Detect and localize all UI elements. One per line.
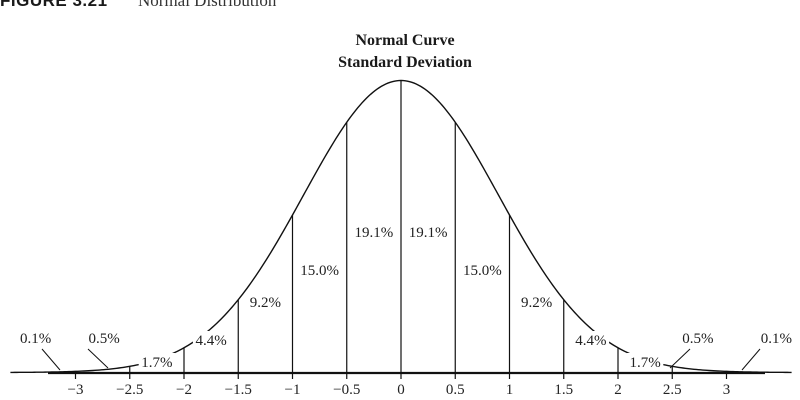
x-tick-label: 2	[614, 382, 622, 398]
x-tick-label: 2.5	[663, 382, 682, 398]
segment-label: 1.7%	[141, 355, 172, 371]
segment-label: 4.4%	[575, 333, 606, 349]
x-tick-label: −1	[285, 382, 301, 398]
segment-label: 15.0%	[463, 263, 502, 279]
segment-label: 19.1%	[355, 225, 394, 241]
x-tick-label: −3	[68, 382, 84, 398]
segment-label-bg	[460, 261, 505, 279]
segment-label-bg	[572, 331, 610, 349]
segment-label-bg	[406, 223, 451, 241]
segment-label-bg	[626, 353, 664, 371]
x-tick-label: −0.5	[333, 382, 360, 398]
segment-label: 15.0%	[300, 263, 339, 279]
tail-label-right: 0.1%	[761, 331, 792, 347]
leader-line-right-half	[669, 348, 691, 369]
segment-label-bg	[247, 293, 284, 311]
segment-label: 0.5%	[89, 331, 120, 347]
x-tick-label: 0.5	[446, 382, 465, 398]
x-tick-label: −1.5	[225, 382, 252, 398]
segment-label: 9.2%	[250, 295, 281, 311]
x-tick-label: 3	[723, 382, 731, 398]
segment-label-bg	[192, 331, 230, 349]
segment-label: 1.7%	[630, 355, 661, 371]
x-tick-label: 1	[506, 382, 514, 398]
x-tick-label: 0	[397, 382, 405, 398]
chart-subtitle: Standard Deviation	[338, 54, 472, 71]
figure-caption-text: Normal Distribution	[138, 0, 277, 10]
leader-line-right-tail	[741, 348, 761, 371]
tail-label-left: 0.1%	[20, 331, 51, 347]
figure-caption-label: FIGURE 3.21	[0, 0, 108, 10]
segment-label-bg	[138, 353, 176, 371]
x-tick-label: −2	[176, 382, 192, 398]
segment-label: 19.1%	[409, 225, 448, 241]
chart-title: Normal Curve	[355, 32, 455, 49]
segment-label-bg	[297, 261, 342, 279]
x-tick-label: −2.5	[116, 382, 143, 398]
x-tick-label: 1.5	[554, 382, 573, 398]
leader-line-left-half	[87, 348, 109, 369]
segment-label-bg	[518, 293, 555, 311]
segment-label: 9.2%	[521, 295, 552, 311]
leader-line-left-tail	[41, 348, 61, 371]
segment-label: 0.5%	[682, 331, 713, 347]
segment-label-bg	[351, 223, 396, 241]
segment-label: 4.4%	[196, 333, 227, 349]
